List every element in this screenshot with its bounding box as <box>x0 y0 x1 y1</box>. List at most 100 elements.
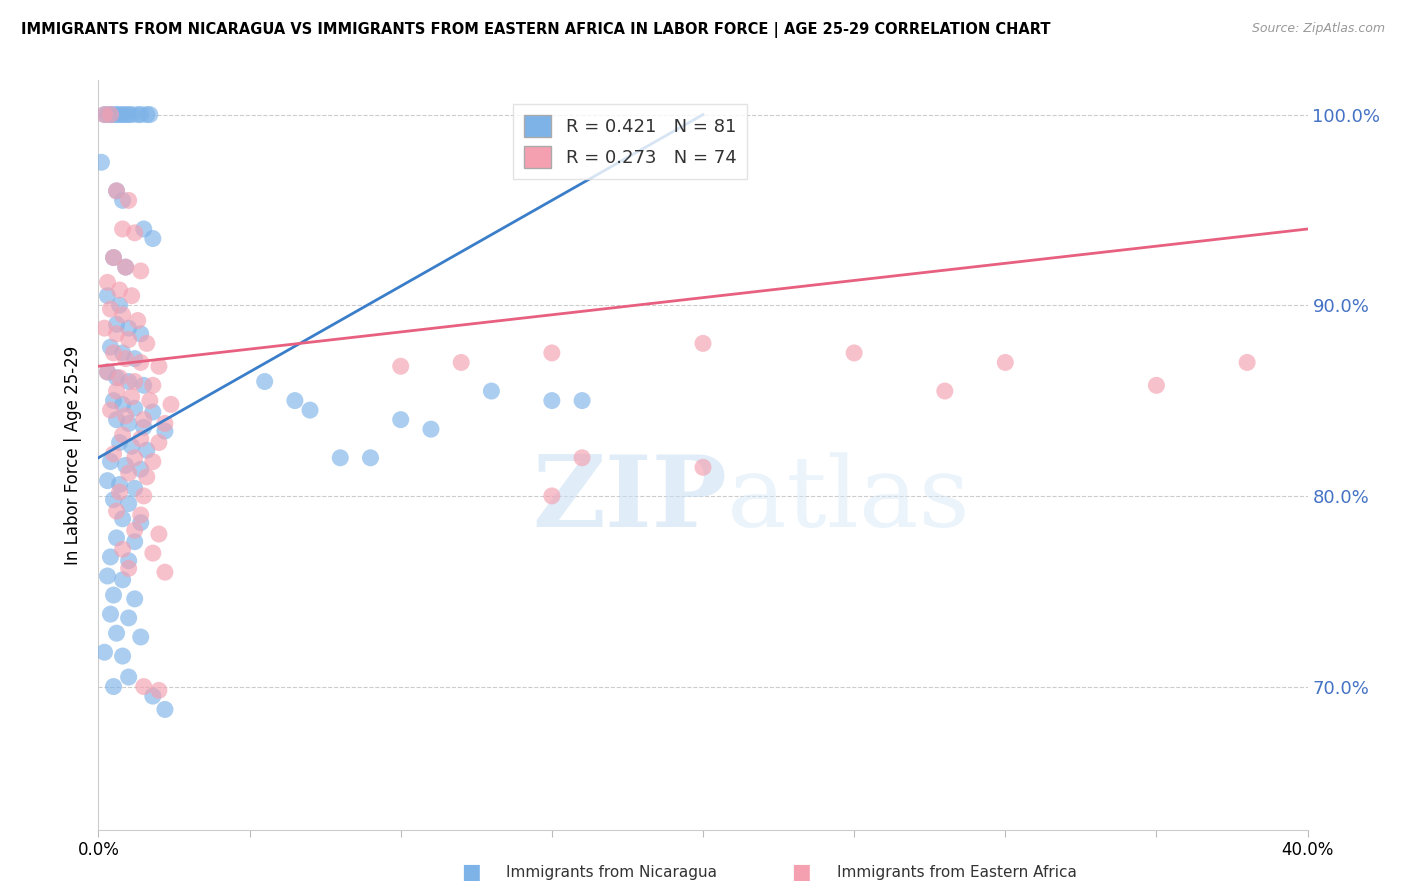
Point <box>100 549 122 564</box>
Point <box>100 403 122 417</box>
Point <box>114 351 136 366</box>
Point <box>105 370 128 384</box>
Point <box>96 107 118 121</box>
Y-axis label: In Labor Force | Age 25-29: In Labor Force | Age 25-29 <box>65 345 83 565</box>
Point <box>103 251 125 265</box>
Point <box>118 321 141 335</box>
Point <box>118 611 141 625</box>
Point <box>100 607 122 621</box>
Point <box>148 683 170 698</box>
Point <box>132 222 155 236</box>
Point <box>153 424 176 438</box>
Point <box>142 546 165 560</box>
Point <box>142 454 165 468</box>
Point <box>124 534 146 549</box>
Point <box>111 573 134 587</box>
Point <box>148 359 170 374</box>
Point <box>129 462 152 476</box>
Point <box>96 474 118 488</box>
Point <box>96 365 118 379</box>
Text: ZIP: ZIP <box>533 451 727 549</box>
Point <box>103 680 125 694</box>
Point <box>111 222 134 236</box>
Point <box>111 428 134 442</box>
Point <box>111 194 134 208</box>
Point <box>108 435 131 450</box>
Point <box>160 397 183 411</box>
Point <box>129 630 152 644</box>
Point <box>111 397 134 411</box>
Point <box>118 670 141 684</box>
Point <box>103 346 125 360</box>
Point <box>253 375 276 389</box>
Point <box>96 365 118 379</box>
Point <box>103 492 125 507</box>
Point <box>105 384 128 398</box>
Point <box>105 412 128 426</box>
Point <box>129 264 152 278</box>
Point <box>139 107 162 121</box>
Point <box>481 384 503 398</box>
Point <box>105 504 128 518</box>
Point <box>129 326 152 341</box>
Point <box>692 336 714 351</box>
Point <box>118 554 141 568</box>
Point <box>105 531 128 545</box>
Text: Immigrants from Nicaragua: Immigrants from Nicaragua <box>506 865 717 880</box>
Point <box>389 412 412 426</box>
Point <box>111 542 134 557</box>
Point <box>389 359 412 374</box>
Point <box>118 333 141 347</box>
Point <box>108 485 131 500</box>
Point <box>844 346 866 360</box>
Point <box>108 298 131 312</box>
Point <box>118 497 141 511</box>
Point <box>450 355 472 369</box>
Point <box>103 447 125 461</box>
Point <box>284 393 307 408</box>
Point <box>93 645 115 659</box>
Point <box>96 289 118 303</box>
Point <box>96 569 118 583</box>
Point <box>108 477 131 491</box>
Point <box>118 561 141 575</box>
Point <box>121 107 143 121</box>
Point <box>118 375 141 389</box>
Point <box>135 443 157 458</box>
Point <box>121 439 143 453</box>
Point <box>129 355 152 369</box>
Point <box>132 420 155 434</box>
Point <box>153 417 176 431</box>
Point <box>105 184 128 198</box>
Point <box>93 321 115 335</box>
Point <box>692 460 714 475</box>
Text: atlas: atlas <box>727 452 970 548</box>
Text: ■: ■ <box>792 863 811 882</box>
Point <box>96 276 118 290</box>
Point <box>142 689 165 703</box>
Text: Immigrants from Eastern Africa: Immigrants from Eastern Africa <box>837 865 1077 880</box>
Point <box>132 412 155 426</box>
Point <box>105 107 128 121</box>
Point <box>114 260 136 274</box>
Point <box>124 481 146 495</box>
Point <box>127 107 149 121</box>
Point <box>100 301 122 316</box>
Point <box>142 231 165 245</box>
Point <box>1144 378 1167 392</box>
Point <box>132 378 155 392</box>
Point <box>90 155 112 169</box>
Point <box>103 588 125 602</box>
Point <box>148 527 170 541</box>
Point <box>114 260 136 274</box>
Point <box>100 454 122 468</box>
Point <box>132 680 155 694</box>
Point <box>100 340 122 354</box>
Point <box>100 107 122 121</box>
Point <box>132 489 155 503</box>
Point <box>111 346 134 360</box>
Point <box>1236 355 1258 369</box>
Point <box>121 390 143 404</box>
Point <box>93 107 115 121</box>
Point <box>129 107 152 121</box>
